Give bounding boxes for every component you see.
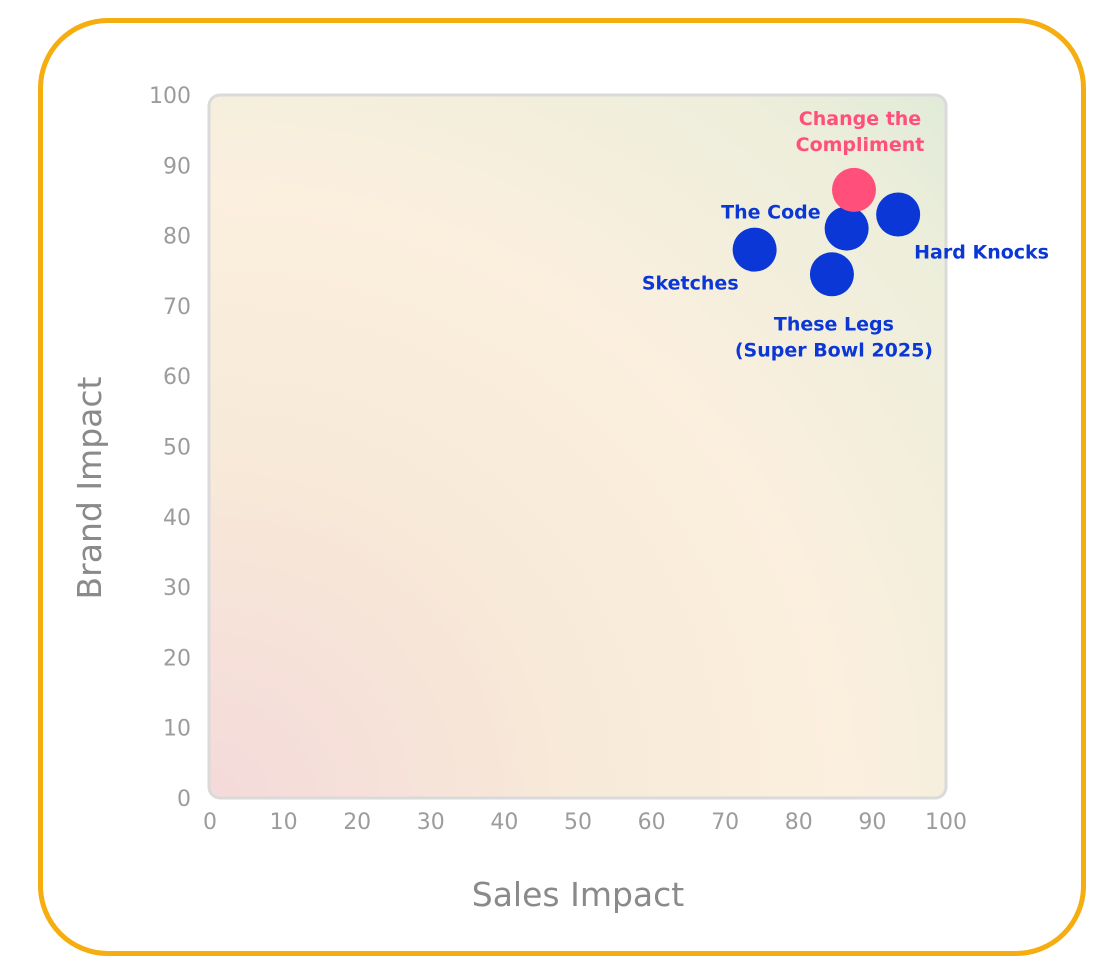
y-tick-label: 20 (163, 646, 191, 671)
x-tick-label: 30 (417, 810, 445, 835)
y-axis-title: Brand Impact (70, 376, 109, 599)
y-tick-label: 100 (149, 84, 191, 109)
data-label: Sketches (642, 273, 739, 295)
x-axis-ticks: 0 10 20 30 40 50 60 70 80 90 100 (203, 810, 967, 835)
x-tick-label: 10 (270, 810, 298, 835)
x-tick-label: 60 (638, 810, 666, 835)
y-tick-label: 30 (163, 576, 191, 601)
y-tick-label: 10 (163, 717, 191, 742)
x-tick-label: 100 (925, 810, 967, 835)
y-axis-ticks: 0 10 20 30 40 50 60 70 80 90 100 (149, 84, 191, 812)
data-points (732, 167, 921, 297)
x-tick-label: 40 (490, 810, 518, 835)
x-tick-label: 20 (343, 810, 371, 835)
data-point (824, 206, 869, 251)
data-labels: Sketches The Code These Legs (Super Bowl 20… (642, 108, 1049, 361)
y-tick-label: 80 (163, 225, 191, 250)
data-label: Change the Compliment (796, 108, 925, 156)
y-tick-label: 50 (163, 436, 191, 461)
x-tick-label: 50 (564, 810, 592, 835)
y-tick-label: 60 (163, 365, 191, 390)
y-tick-label: 70 (163, 295, 191, 320)
x-axis-title: Sales Impact (472, 875, 685, 914)
y-tick-label: 40 (163, 506, 191, 531)
data-label: These Legs (Super Bowl 2025) (735, 313, 933, 361)
x-tick-label: 70 (711, 810, 739, 835)
data-point (732, 227, 777, 272)
x-tick-label: 90 (858, 810, 886, 835)
data-point (876, 192, 921, 237)
y-tick-label: 0 (177, 787, 191, 812)
x-tick-label: 0 (203, 810, 217, 835)
data-label: The Code (721, 202, 820, 224)
y-tick-label: 90 (163, 154, 191, 179)
x-tick-label: 80 (785, 810, 813, 835)
data-point (832, 167, 876, 212)
plot-area (207, 93, 948, 800)
data-point (809, 252, 854, 297)
data-label: Hard Knocks (914, 242, 1049, 264)
